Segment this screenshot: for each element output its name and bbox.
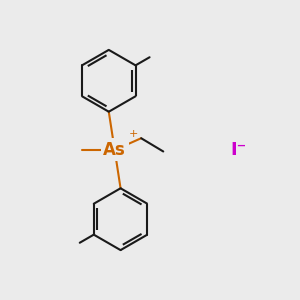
Text: +: +	[129, 129, 139, 139]
Text: As: As	[103, 141, 126, 159]
Text: I⁻: I⁻	[230, 141, 247, 159]
